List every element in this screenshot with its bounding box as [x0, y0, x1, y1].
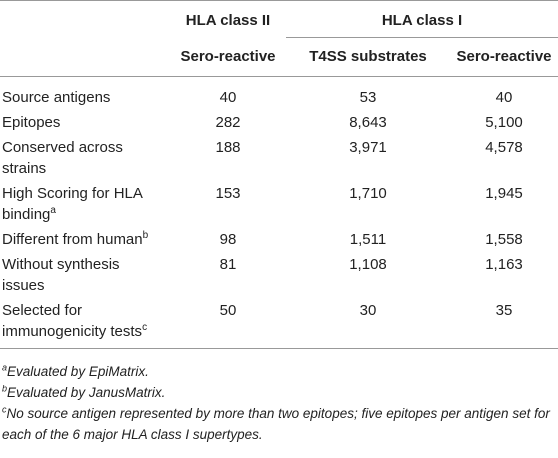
value-cell: 81	[219, 256, 237, 273]
footnote-mark: b	[2, 383, 8, 394]
footnote: aEvaluated by EpiMatrix.	[2, 361, 558, 382]
value-cell: 8,643	[349, 114, 387, 131]
group-header: HLA class II	[185, 12, 271, 29]
table-row: Conserved across strains 188 3,971 4,578	[0, 135, 558, 181]
footnote-text: Evaluated by EpiMatrix.	[7, 364, 149, 379]
column-header: Sero-reactive	[450, 37, 558, 77]
footnote: cNo source antigen represented by more t…	[2, 403, 558, 445]
header-row: HLA class II HLA class I	[0, 0, 558, 38]
row-label: Conserved across strains	[2, 139, 123, 177]
column-header: Sero-reactive	[170, 37, 286, 77]
value-cell: 1,710	[349, 185, 387, 202]
row-label: Different from human	[2, 231, 143, 248]
value-cell: 1,511	[349, 231, 387, 248]
footnote: bEvaluated by JanusMatrix.	[2, 382, 558, 403]
table-row: Different from humanb 98 1,511 1,558	[0, 227, 558, 252]
table-row: Epitopes 282 8,643 5,100	[0, 110, 558, 135]
value-cell: 3,971	[349, 139, 387, 156]
row-label-cell: Without synthesis issues	[0, 252, 170, 298]
row-label: Without synthesis issues	[2, 256, 120, 294]
footnote-ref: a	[50, 205, 56, 216]
value-cell: 188	[215, 139, 241, 156]
row-label: Epitopes	[2, 114, 61, 131]
value-cell: 1,945	[485, 185, 523, 202]
row-label: High Scoring for HLA binding	[2, 185, 143, 223]
group-header: HLA class I	[286, 0, 558, 38]
empty-cell	[0, 37, 170, 77]
value-cell: 4,578	[485, 139, 523, 156]
table-row: Source antigens 40 53 40	[0, 77, 558, 111]
value-cell: 53	[359, 89, 377, 106]
table-row: High Scoring for HLA bindinga 153 1,710 1,9…	[0, 181, 558, 227]
empty-cell	[0, 1, 170, 38]
footnotes: aEvaluated by EpiMatrix. bEvaluated by Ja…	[0, 361, 558, 445]
value-cell: 40	[495, 89, 513, 106]
footnote-text: Evaluated by JanusMatrix.	[7, 385, 166, 400]
value-cell: 5,100	[485, 114, 523, 131]
row-label-cell: Selected for immunogenicity testsc	[0, 298, 170, 349]
value-cell: 153	[215, 185, 241, 202]
row-label: Selected for immunogenicity tests	[2, 302, 143, 340]
column-header: T4SS substrates	[286, 37, 450, 77]
footnote-mark: c	[2, 404, 7, 415]
row-label-cell: Conserved across strains	[0, 135, 170, 181]
table-row: Selected for immunogenicity testsc 50 30 35	[0, 298, 558, 349]
value-cell: 1,163	[485, 256, 523, 273]
footnote-mark: a	[2, 362, 8, 373]
row-label-cell: Source antigens	[0, 77, 170, 111]
value-cell: 40	[219, 89, 237, 106]
value-cell: 50	[219, 302, 237, 319]
row-label-cell: Different from humanb	[0, 227, 170, 252]
footnote-text: No source antigen represented by more th…	[2, 406, 550, 442]
footnote-ref: b	[142, 230, 149, 241]
value-cell: 98	[219, 231, 237, 248]
value-cell: 30	[359, 302, 377, 319]
row-label: Source antigens	[2, 89, 111, 106]
footnote-ref: c	[142, 322, 148, 333]
value-cell: 1,558	[485, 231, 523, 248]
table-row: Without synthesis issues 81 1,108 1,163	[0, 252, 558, 298]
header-row: Sero-reactive T4SS substrates Sero-react…	[0, 37, 558, 77]
row-label-cell: Epitopes	[0, 110, 170, 135]
row-label-cell: High Scoring for HLA bindinga	[0, 181, 170, 227]
value-cell: 1,108	[349, 256, 387, 273]
data-table: HLA class II HLA class I Sero-reactive T…	[0, 0, 558, 349]
value-cell: 282	[215, 114, 241, 131]
value-cell: 35	[495, 302, 513, 319]
